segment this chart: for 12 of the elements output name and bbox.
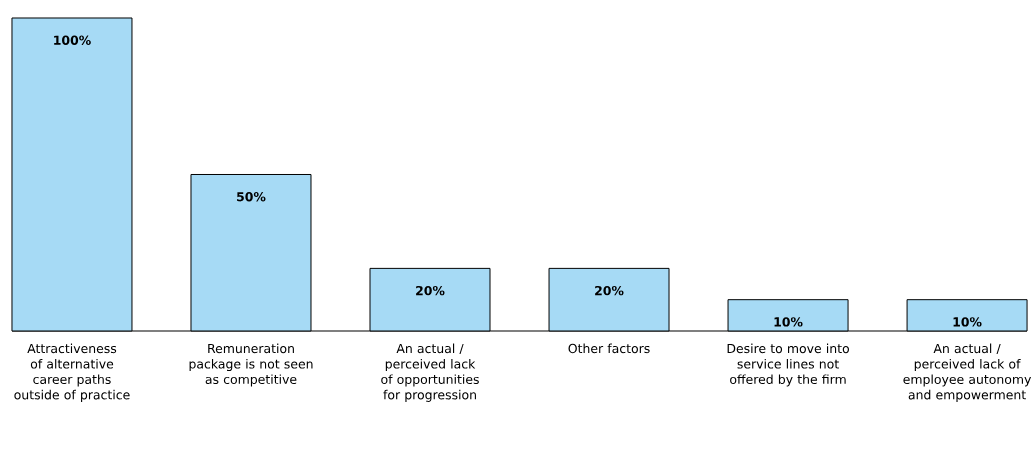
x-tick-label: Desire to move into service lines not offered by the firm bbox=[727, 343, 849, 387]
data-label: 50% bbox=[237, 192, 266, 202]
data-label: 20% bbox=[595, 285, 624, 296]
data-label: 10% bbox=[774, 317, 803, 327]
x-tick-label: Other factors bbox=[568, 343, 650, 354]
x-tick-label: Attractiveness of alternative career paths outside of practice bbox=[14, 343, 130, 402]
data-label: 100% bbox=[54, 35, 91, 45]
data-label: 20% bbox=[416, 285, 445, 296]
x-tick-label: An actual / perceived lack of opportunities for progression bbox=[381, 343, 479, 402]
x-tick-label: An actual / perceived lack of employee autonomy and empowerment bbox=[903, 343, 1032, 402]
data-label: 10% bbox=[953, 317, 982, 327]
x-tick-label: Remuneration package is not seen as competitive bbox=[189, 343, 313, 387]
